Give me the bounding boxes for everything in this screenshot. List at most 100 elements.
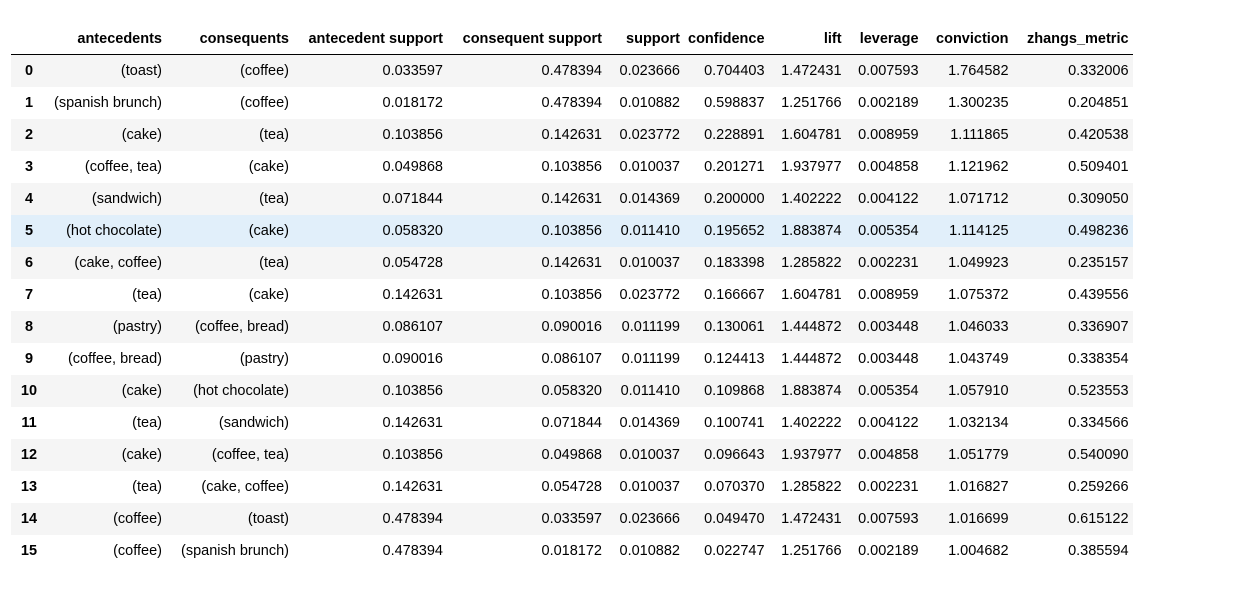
cell-confidence: 0.201271 [704,159,765,175]
table-row: 11 (tea) (sandwich) 0.142631 0.071844 0.01436… [11,407,1133,439]
cell-antecedents: (coffee) [113,543,162,559]
cell-antecedents: (hot chocolate) [66,223,162,239]
cell-antecedents: (cake) [121,447,162,463]
cell-conviction: 1.049923 [948,255,1009,271]
cell-antecedent-support: 0.054728 [382,255,443,271]
table-row: 12 (cake) (coffee, tea) 0.103856 0.049868 0.0… [11,439,1133,471]
row-index: 6 [24,255,34,271]
cell-confidence: 0.070370 [704,479,765,495]
cell-lift: 1.937977 [781,447,842,463]
cell-leverage: 0.004122 [858,191,919,207]
cell-leverage: 0.004858 [858,447,919,463]
output-edge [1143,0,1144,600]
column-header-consequents: consequents [166,24,293,55]
cell-lift: 1.285822 [781,479,842,495]
cell-leverage: 0.003448 [858,351,919,367]
cell-confidence: 0.130061 [704,319,765,335]
cell-leverage: 0.002231 [858,479,919,495]
cell-zhangs-metric: 0.259266 [1068,479,1129,495]
cell-consequent-support: 0.054728 [541,479,602,495]
cell-antecedent-support: 0.071844 [382,191,443,207]
cell-consequents: (toast) [247,511,289,527]
cell-antecedents: (spanish brunch) [54,95,162,111]
cell-consequent-support: 0.071844 [541,415,602,431]
cell-confidence: 0.049470 [704,511,765,527]
cell-consequent-support: 0.103856 [541,287,602,303]
cell-conviction: 1.051779 [948,447,1009,463]
table-header: antecedents consequents antecedent suppo… [11,24,1133,55]
column-header-leverage: leverage [845,24,923,55]
cell-lift: 1.251766 [781,95,842,111]
cell-leverage: 0.005354 [858,223,919,239]
row-index: 12 [20,447,38,463]
cell-zhangs-metric: 0.332006 [1068,63,1129,79]
cell-zhangs-metric: 0.439556 [1068,287,1129,303]
cell-consequents: (coffee) [240,95,289,111]
table-row: 14 (coffee) (toast) 0.478394 0.033597 0.02366… [11,503,1133,535]
cell-leverage: 0.003448 [858,319,919,335]
cell-zhangs-metric: 0.385594 [1068,543,1129,559]
cell-lift: 1.883874 [781,223,842,239]
table-row: 0 (toast) (coffee) 0.033597 0.478394 0.023666… [11,54,1133,87]
cell-confidence: 0.704403 [704,63,765,79]
cell-leverage: 0.008959 [858,127,919,143]
cell-leverage: 0.002189 [858,543,919,559]
cell-antecedents: (coffee, tea) [84,159,162,175]
cell-confidence: 0.195652 [704,223,765,239]
cell-zhangs-metric: 0.523553 [1068,383,1129,399]
column-header-consequent-support: consequent support [447,24,606,55]
cell-consequents: (hot chocolate) [193,383,289,399]
cell-antecedent-support: 0.058320 [382,223,443,239]
cell-zhangs-metric: 0.309050 [1068,191,1129,207]
cell-conviction: 1.121962 [948,159,1009,175]
table-row: 1 (spanish brunch) (coffee) 0.018172 0.47839… [11,87,1133,119]
cell-leverage: 0.004858 [858,159,919,175]
cell-antecedents: (tea) [132,415,162,431]
cell-antecedent-support: 0.142631 [382,415,443,431]
cell-antecedents: (sandwich) [91,191,162,207]
cell-confidence: 0.022747 [704,543,765,559]
cell-support: 0.023772 [619,127,680,143]
cell-zhangs-metric: 0.336907 [1068,319,1129,335]
cell-leverage: 0.002231 [858,255,919,271]
column-header-support: support [606,24,684,55]
cell-support: 0.023666 [619,63,680,79]
cell-lift: 1.285822 [781,255,842,271]
table-row: 8 (pastry) (coffee, bread) 0.086107 0.090016… [11,311,1133,343]
cell-leverage: 0.004122 [858,415,919,431]
cell-consequents: (cake) [248,287,289,303]
row-index: 9 [24,351,34,367]
cell-leverage: 0.008959 [858,287,919,303]
table-row: 9 (coffee, bread) (pastry) 0.090016 0.086107… [11,343,1133,375]
cell-consequent-support: 0.142631 [541,255,602,271]
cell-leverage: 0.002189 [858,95,919,111]
table-row: 2 (cake) (tea) 0.103856 0.142631 0.023772 0.22… [11,119,1133,151]
cell-antecedent-support: 0.103856 [382,383,443,399]
cell-antecedents: (coffee) [113,511,162,527]
cell-conviction: 1.071712 [948,191,1009,207]
row-index: 8 [24,319,34,335]
cell-consequents: (pastry) [239,351,289,367]
cell-lift: 1.444872 [781,351,842,367]
cell-zhangs-metric: 0.420538 [1068,127,1129,143]
cell-antecedent-support: 0.142631 [382,479,443,495]
cell-lift: 1.604781 [781,287,842,303]
cell-antecedent-support: 0.049868 [382,159,443,175]
cell-zhangs-metric: 0.540090 [1068,447,1129,463]
cell-consequent-support: 0.142631 [541,127,602,143]
cell-conviction: 1.016699 [948,511,1009,527]
table-row: 7 (tea) (cake) 0.142631 0.103856 0.023772 0.16… [11,279,1133,311]
cell-antecedents: (cake) [121,383,162,399]
cell-lift: 1.444872 [781,319,842,335]
cell-consequent-support: 0.049868 [541,447,602,463]
cell-consequent-support: 0.018172 [541,543,602,559]
cell-consequent-support: 0.090016 [541,319,602,335]
output-scroll-track [0,600,1250,611]
table-body: 0 (toast) (coffee) 0.033597 0.478394 0.023666… [11,54,1133,567]
row-index: 15 [20,543,38,559]
row-index: 5 [24,223,34,239]
cell-antecedent-support: 0.478394 [382,511,443,527]
cell-antecedents: (tea) [132,479,162,495]
cell-confidence: 0.166667 [704,287,765,303]
cell-consequents: (coffee, bread) [194,319,289,335]
